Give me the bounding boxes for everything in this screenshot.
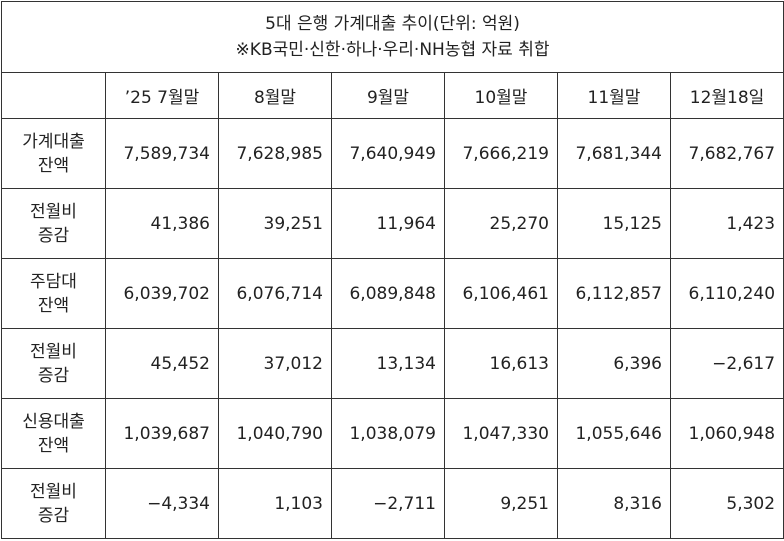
value-cell: −4,334 bbox=[105, 468, 219, 539]
column-header: 8월말 bbox=[218, 72, 332, 119]
value-cell: 1,047,330 bbox=[444, 398, 558, 469]
value-cell: 7,682,767 bbox=[669, 118, 784, 189]
corner-cell bbox=[1, 72, 106, 119]
value-cell: 1,038,079 bbox=[331, 398, 445, 469]
value-cell: 8,316 bbox=[557, 468, 671, 539]
text-line: 잔액 bbox=[37, 155, 70, 176]
text-line: 잔액 bbox=[37, 295, 70, 316]
data-row: 가계대출 잔액 7,589,734 7,628,985 7,640,949 7,666,2… bbox=[1, 118, 784, 189]
value-cell: 5,302 bbox=[669, 468, 784, 539]
text-line: 증감 bbox=[37, 505, 70, 526]
column-header: 10월말 bbox=[444, 72, 558, 119]
data-row: 전월비 증감 45,452 37,012 13,134 16,613 6,396 −2,617 bbox=[1, 328, 784, 399]
table-title: 5대 은행 가계대출 추이(단위: 억원) ※KB국민·신한·하나·우리·NH농협… bbox=[0, 1, 784, 73]
text-line: 신용대출 bbox=[22, 411, 85, 432]
value-cell: 6,396 bbox=[557, 328, 671, 399]
data-row: 전월비 증감 41,386 39,251 11,964 25,270 15,125 1,423 bbox=[1, 188, 784, 259]
value-cell: 6,076,714 bbox=[218, 258, 332, 329]
value-cell: 6,110,240 bbox=[669, 258, 784, 329]
value-cell: 15,125 bbox=[557, 188, 671, 259]
value-cell: −2,711 bbox=[331, 468, 445, 539]
value-cell: 1,040,790 bbox=[218, 398, 332, 469]
value-cell: 45,452 bbox=[105, 328, 219, 399]
text-line: 전월비 bbox=[30, 341, 77, 362]
value-cell: 1,055,646 bbox=[557, 398, 671, 469]
column-header: 12월18일 bbox=[669, 72, 784, 119]
column-header: ’25 7월말 bbox=[105, 72, 219, 119]
value-cell: 6,112,857 bbox=[557, 258, 671, 329]
text-line: 주담대 bbox=[30, 271, 77, 292]
value-cell: 11,964 bbox=[331, 188, 445, 259]
value-cell: 7,640,949 bbox=[331, 118, 445, 189]
value-cell: 6,089,848 bbox=[331, 258, 445, 329]
column-header: 11월말 bbox=[557, 72, 671, 119]
value-cell: 7,666,219 bbox=[444, 118, 558, 189]
data-row: 주담대 잔액 6,039,702 6,076,714 6,089,848 6,106,46… bbox=[1, 258, 784, 329]
text-line: 5대 은행 가계대출 추이(단위: 억원) bbox=[265, 14, 520, 34]
value-cell: 6,039,702 bbox=[105, 258, 219, 329]
value-cell: 7,628,985 bbox=[218, 118, 332, 189]
value-cell: 1,060,948 bbox=[669, 398, 784, 469]
text-line: 증감 bbox=[37, 225, 70, 246]
value-cell: 16,613 bbox=[444, 328, 558, 399]
value-cell: 37,012 bbox=[218, 328, 332, 399]
text-line: ※KB국민·신한·하나·우리·NH농협 자료 취합 bbox=[235, 40, 550, 60]
text-line: 전월비 bbox=[30, 481, 77, 502]
value-cell: 1,423 bbox=[669, 188, 784, 259]
text-line: 잔액 bbox=[37, 435, 70, 456]
value-cell: −2,617 bbox=[669, 328, 784, 399]
text-line: 가계대출 bbox=[22, 131, 85, 152]
value-cell: 39,251 bbox=[218, 188, 332, 259]
text-line: 증감 bbox=[37, 365, 70, 386]
value-cell: 9,251 bbox=[444, 468, 558, 539]
title-row: 5대 은행 가계대출 추이(단위: 억원) ※KB국민·신한·하나·우리·NH농협… bbox=[0, 1, 784, 73]
column-header: 9월말 bbox=[331, 72, 445, 119]
header-row: ’25 7월말 8월말 9월말 10월말 11월말 12월18일 bbox=[1, 72, 784, 119]
value-cell: 1,039,687 bbox=[105, 398, 219, 469]
data-row: 전월비 증감 −4,334 1,103 −2,711 9,251 8,316 5,302 bbox=[1, 468, 784, 539]
value-cell: 7,589,734 bbox=[105, 118, 219, 189]
value-cell: 41,386 bbox=[105, 188, 219, 259]
data-row: 신용대출 잔액 1,039,687 1,040,790 1,038,079 1,047,3… bbox=[1, 398, 784, 469]
value-cell: 1,103 bbox=[218, 468, 332, 539]
value-cell: 6,106,461 bbox=[444, 258, 558, 329]
value-cell: 25,270 bbox=[444, 188, 558, 259]
value-cell: 13,134 bbox=[331, 328, 445, 399]
value-cell: 7,681,344 bbox=[557, 118, 671, 189]
text-line: 전월비 bbox=[30, 201, 77, 222]
